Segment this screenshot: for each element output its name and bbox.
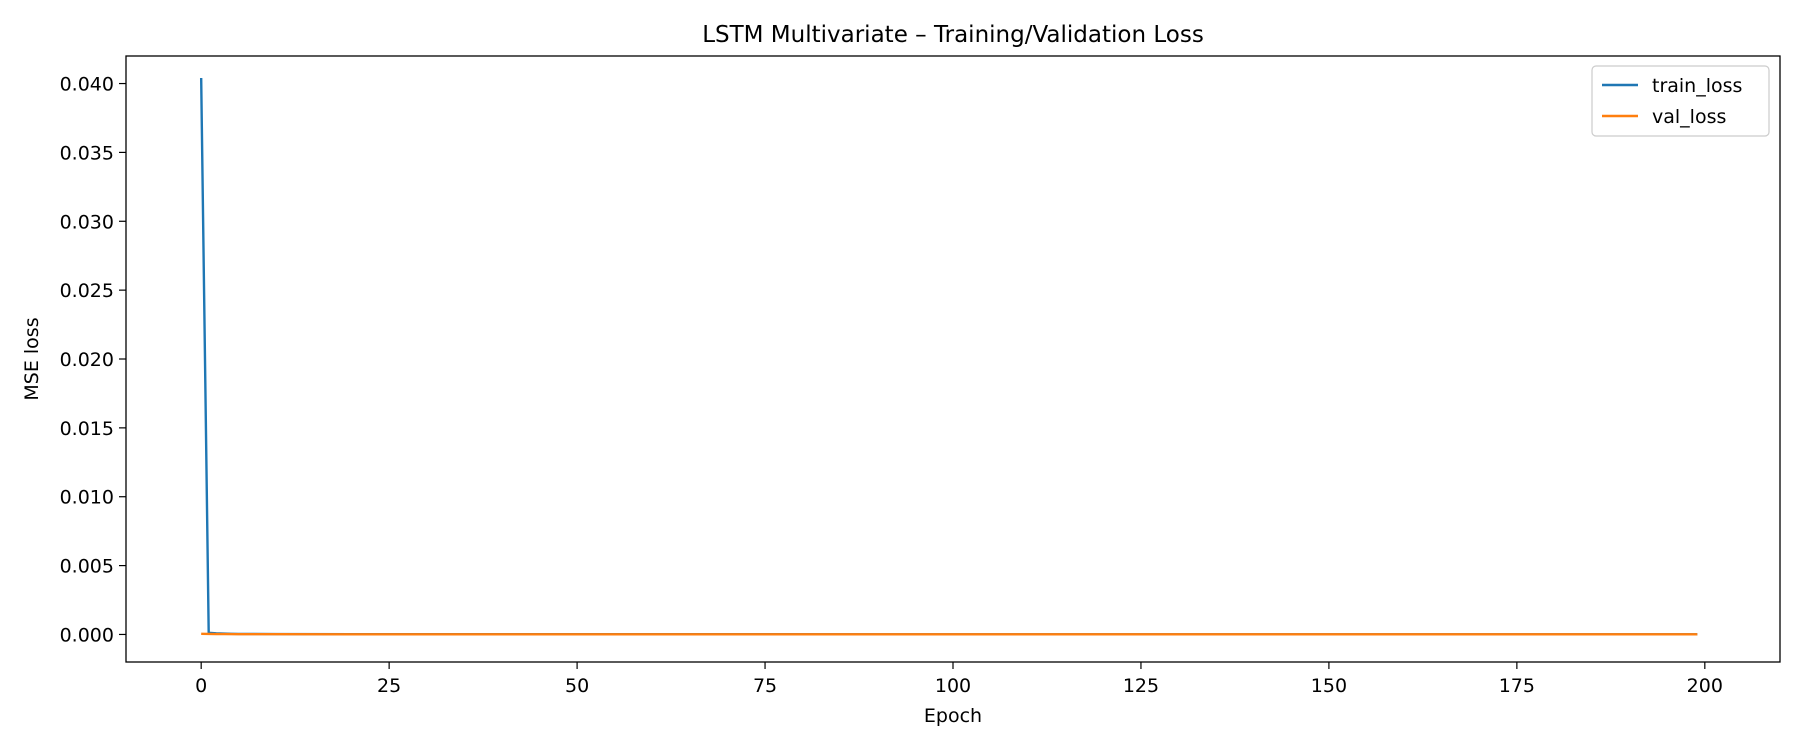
y-tick-label: 0.010 bbox=[60, 487, 114, 509]
series-line-train_loss bbox=[199, 78, 1698, 636]
y-axis: 0.000 0.005 0.010 0.015 0.020 0.025 0.030 0.035… bbox=[60, 74, 126, 646]
y-tick-label: 0.040 bbox=[60, 74, 114, 96]
y-tick-label: 0.020 bbox=[60, 349, 114, 371]
legend: train_loss val_loss bbox=[1591, 65, 1770, 137]
x-tick-label: 0 bbox=[195, 675, 207, 697]
y-tick-label: 0.015 bbox=[60, 418, 114, 440]
x-tick-label: 125 bbox=[1123, 675, 1159, 697]
y-tick-label: 0.030 bbox=[60, 211, 114, 233]
plot-frame bbox=[125, 55, 1781, 663]
y-tick-label: 0.000 bbox=[60, 624, 114, 646]
x-tick-label: 100 bbox=[935, 675, 971, 697]
x-tick-label: 25 bbox=[377, 675, 401, 697]
y-tick-label: 0.035 bbox=[60, 142, 114, 164]
x-tick-label: 50 bbox=[565, 675, 589, 697]
x-tick-label: 75 bbox=[753, 675, 777, 697]
y-tick-label: 0.025 bbox=[60, 280, 114, 302]
x-tick-label: 200 bbox=[1687, 675, 1723, 697]
series-line-val_loss bbox=[201, 632, 1698, 636]
legend-box bbox=[1591, 65, 1770, 137]
legend-label: train_loss bbox=[1652, 75, 1742, 97]
x-axis: 0 25 50 75 100 125 150 175 200 bbox=[195, 662, 1723, 697]
x-tick-label: 175 bbox=[1499, 675, 1535, 697]
y-tick-label: 0.005 bbox=[60, 556, 114, 578]
legend-label: val_loss bbox=[1652, 106, 1726, 128]
y-axis-label: MSE loss bbox=[21, 317, 43, 400]
x-axis-label: Epoch bbox=[924, 705, 982, 727]
chart-title: LSTM Multivariate – Training/Validation … bbox=[702, 22, 1204, 48]
plot-area bbox=[199, 78, 1698, 636]
x-tick-label: 150 bbox=[1311, 675, 1347, 697]
